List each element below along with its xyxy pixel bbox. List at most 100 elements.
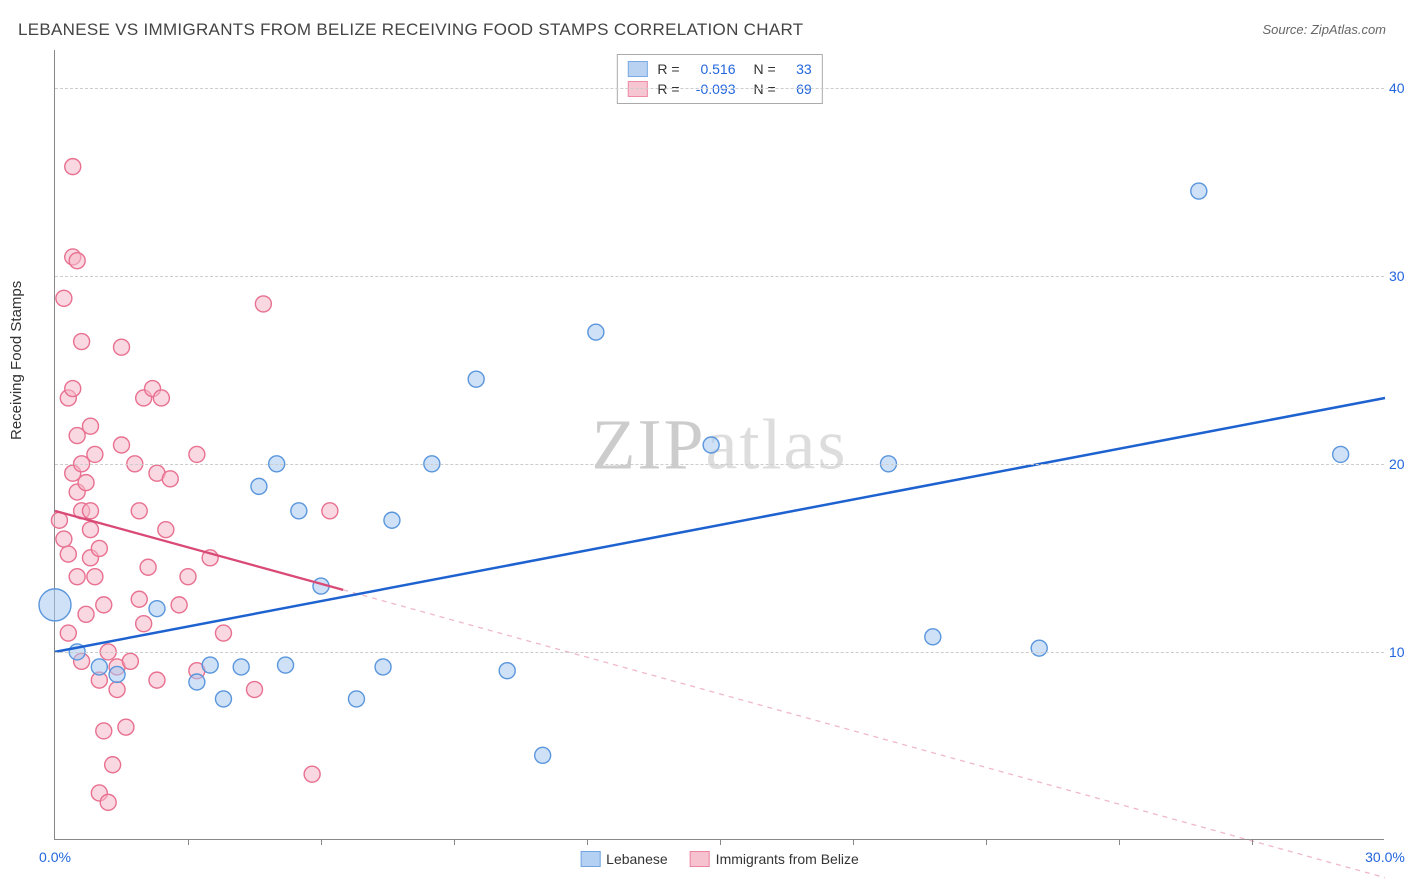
legend-series-item: Immigrants from Belize: [690, 851, 859, 867]
legend-series-label: Immigrants from Belize: [716, 851, 859, 867]
scatter-point: [304, 766, 320, 782]
y-axis-label: Receiving Food Stamps: [8, 281, 25, 440]
scatter-point: [96, 597, 112, 613]
scatter-point: [278, 657, 294, 673]
legend-series: Lebanese Immigrants from Belize: [580, 851, 859, 867]
legend-swatch: [627, 61, 647, 77]
gridline-horizontal: [55, 88, 1384, 89]
scatter-point: [78, 475, 94, 491]
scatter-point: [65, 159, 81, 175]
scatter-point: [215, 691, 231, 707]
x-tick: [1252, 839, 1253, 845]
scatter-point: [925, 629, 941, 645]
legend-stat-row: R = 0.516 N = 33: [627, 59, 811, 79]
legend-swatch: [580, 851, 600, 867]
scatter-point: [149, 672, 165, 688]
scatter-point: [122, 653, 138, 669]
scatter-point: [74, 334, 90, 350]
scatter-point: [291, 503, 307, 519]
scatter-point: [118, 719, 134, 735]
legend-r-value: 0.516: [688, 61, 736, 77]
scatter-point: [202, 657, 218, 673]
x-tick-label: 30.0%: [1365, 849, 1405, 865]
scatter-point: [105, 757, 121, 773]
scatter-point: [82, 522, 98, 538]
trendline-pink-dashed: [343, 590, 1385, 878]
scatter-point: [131, 503, 147, 519]
scatter-point: [60, 546, 76, 562]
y-tick-label: 30.0%: [1389, 268, 1406, 284]
legend-n-value: 69: [784, 81, 812, 97]
chart-title: LEBANESE VS IMMIGRANTS FROM BELIZE RECEI…: [18, 20, 803, 40]
scatter-point: [535, 747, 551, 763]
scatter-point: [1031, 640, 1047, 656]
scatter-point: [1191, 183, 1207, 199]
scatter-point: [588, 324, 604, 340]
x-tick: [853, 839, 854, 845]
scatter-point: [255, 296, 271, 312]
legend-swatch: [690, 851, 710, 867]
scatter-point: [78, 606, 94, 622]
legend-swatch: [627, 81, 647, 97]
scatter-point: [56, 290, 72, 306]
scatter-point: [100, 794, 116, 810]
x-tick-label: 0.0%: [39, 849, 71, 865]
legend-n-value: 33: [784, 61, 812, 77]
scatter-point: [91, 540, 107, 556]
scatter-point: [87, 569, 103, 585]
scatter-point: [468, 371, 484, 387]
scatter-point: [69, 253, 85, 269]
scatter-point: [233, 659, 249, 675]
scatter-point: [180, 569, 196, 585]
x-tick: [720, 839, 721, 845]
scatter-point: [162, 471, 178, 487]
scatter-point: [384, 512, 400, 528]
scatter-point: [114, 437, 130, 453]
scatter-point: [140, 559, 156, 575]
scatter-point: [91, 659, 107, 675]
scatter-point: [247, 682, 263, 698]
scatter-point: [109, 666, 125, 682]
scatter-point: [60, 625, 76, 641]
legend-correlation: R = 0.516 N = 33 R = -0.093 N = 69: [616, 54, 822, 104]
scatter-point: [69, 569, 85, 585]
source-label: Source: ZipAtlas.com: [1262, 22, 1386, 37]
scatter-point: [65, 381, 81, 397]
scatter-point: [215, 625, 231, 641]
scatter-point: [131, 591, 147, 607]
scatter-point: [251, 478, 267, 494]
legend-n-label: N =: [754, 81, 776, 97]
scatter-point: [158, 522, 174, 538]
scatter-point: [499, 663, 515, 679]
x-tick: [587, 839, 588, 845]
legend-n-label: N =: [754, 61, 776, 77]
y-tick-label: 40.0%: [1389, 80, 1406, 96]
scatter-point: [96, 723, 112, 739]
scatter-point: [189, 674, 205, 690]
legend-stat-row: R = -0.093 N = 69: [627, 79, 811, 99]
legend-series-item: Lebanese: [580, 851, 668, 867]
scatter-point: [87, 446, 103, 462]
gridline-horizontal: [55, 464, 1384, 465]
legend-r-value: -0.093: [688, 81, 736, 97]
scatter-point: [82, 503, 98, 519]
x-tick: [188, 839, 189, 845]
scatter-point: [114, 339, 130, 355]
y-tick-label: 20.0%: [1389, 456, 1406, 472]
legend-r-label: R =: [657, 81, 679, 97]
scatter-point: [1333, 446, 1349, 462]
scatter-point: [56, 531, 72, 547]
scatter-point: [703, 437, 719, 453]
scatter-point: [109, 682, 125, 698]
x-tick: [986, 839, 987, 845]
scatter-point: [189, 446, 205, 462]
legend-r-label: R =: [657, 61, 679, 77]
scatter-point: [82, 418, 98, 434]
x-tick: [454, 839, 455, 845]
x-tick: [321, 839, 322, 845]
scatter-point: [149, 601, 165, 617]
y-tick-label: 10.0%: [1389, 644, 1406, 660]
scatter-point: [153, 390, 169, 406]
trendline-blue: [55, 398, 1385, 652]
scatter-point: [171, 597, 187, 613]
